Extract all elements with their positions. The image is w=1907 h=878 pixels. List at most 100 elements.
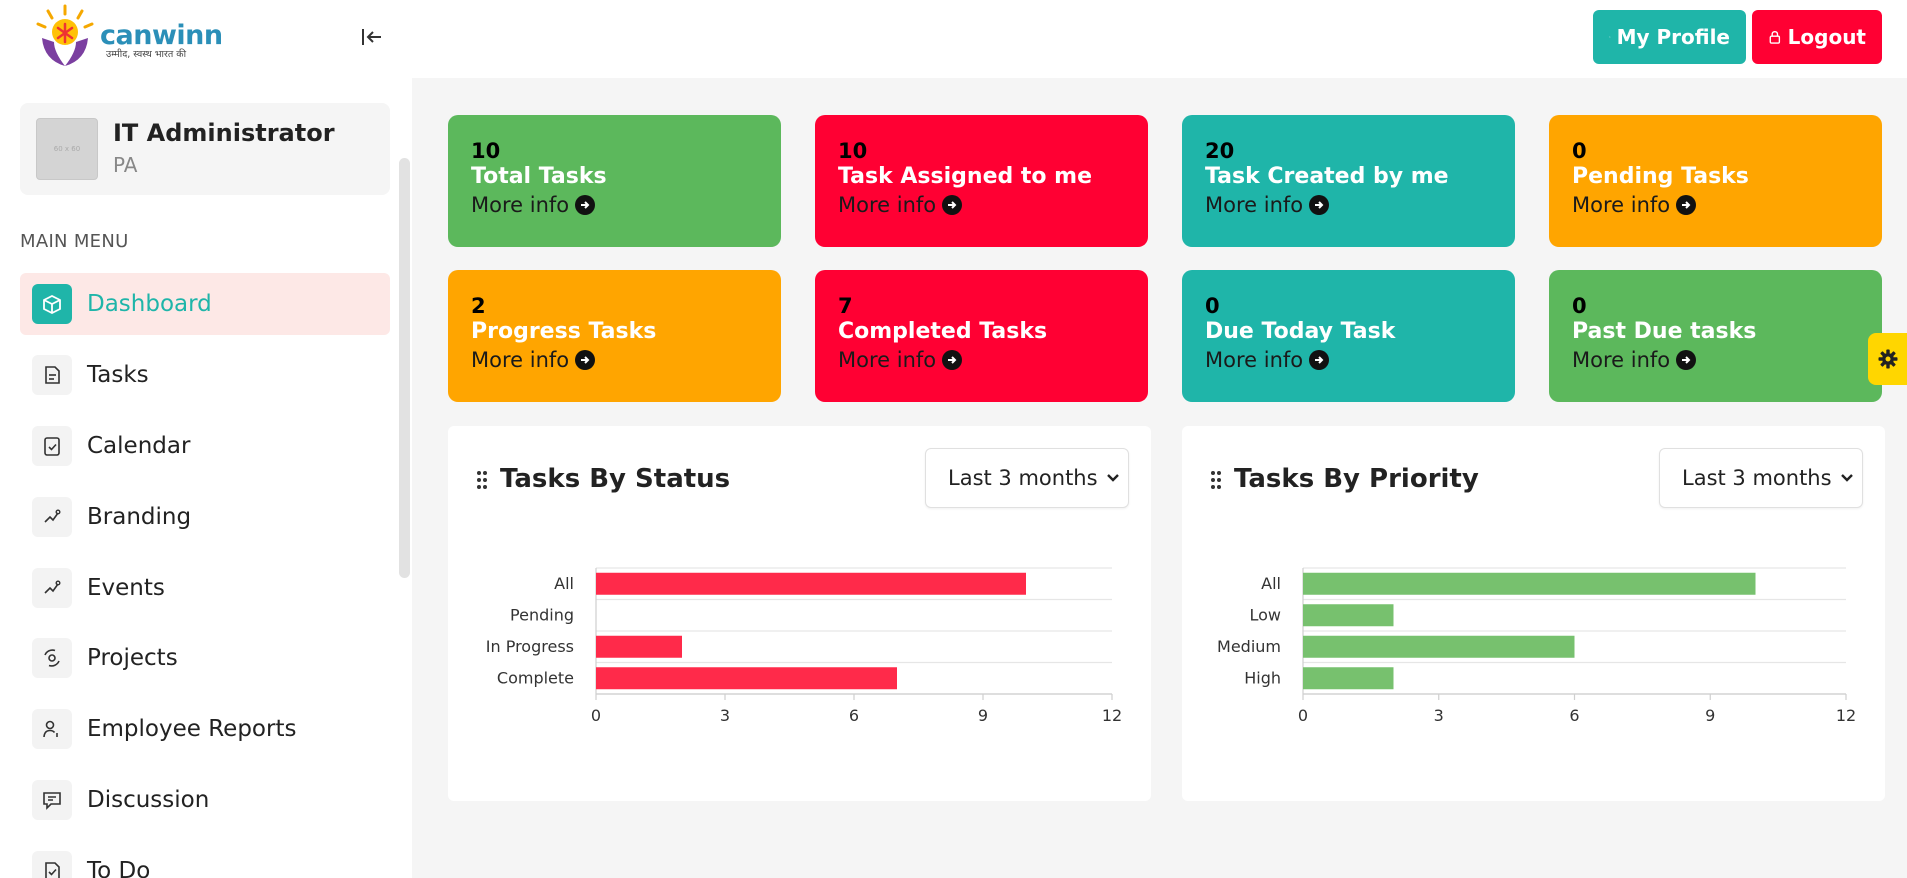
more-info-link[interactable]: More info (1205, 346, 1492, 374)
card-completed-tasks[interactable]: 7 Completed Tasks More info (815, 270, 1148, 402)
x-tick-label: 9 (978, 706, 988, 725)
sidebar-item-dashboard[interactable]: Dashboard (20, 273, 390, 335)
sidebar-item-employee-reports[interactable]: Employee Reports (20, 698, 390, 760)
sidebar-item-label: Employee Reports (87, 716, 297, 742)
panel-title: Tasks By Status (500, 464, 731, 494)
avatar-placeholder: 60 x 60 (53, 145, 81, 153)
card-due-today-task[interactable]: 0 Due Today Task More info (1182, 270, 1515, 402)
chart-bar[interactable] (1303, 667, 1394, 690)
sidebar-item-discussion[interactable]: Discussion (20, 769, 390, 831)
more-info-label: More info (471, 348, 570, 372)
card-value: 10 (471, 139, 501, 163)
card-value: 0 (1205, 294, 1220, 318)
main-content: 10 Total Tasks More info 10 Task Assigne… (412, 78, 1907, 878)
sidebar: 60 x 60 IT Administrator PA MAIN MENU Da… (0, 78, 412, 878)
status-range-select[interactable]: Last 3 months (925, 448, 1129, 508)
more-info-label: More info (838, 193, 937, 217)
more-info-link[interactable]: More info (1572, 346, 1859, 374)
tasks-by-priority-chart: 0 3 6 9 12 All Low Medium High (1217, 567, 1856, 725)
more-info-link[interactable]: More info (471, 191, 758, 219)
card-progress-tasks[interactable]: 2 Progress Tasks More info (448, 270, 781, 402)
card-title: Progress Tasks (471, 319, 657, 344)
sidebar-item-label: Tasks (87, 362, 149, 388)
x-tick-label: 9 (1705, 706, 1715, 725)
priority-range-select[interactable]: Last 3 months (1659, 448, 1863, 508)
my-profile-button[interactable]: My Profile (1593, 10, 1746, 64)
sidebar-item-label: Discussion (87, 787, 210, 813)
chart-bar[interactable] (596, 635, 682, 658)
more-info-link[interactable]: More info (1205, 191, 1492, 219)
chart-bar[interactable] (596, 572, 1026, 595)
tasks-icon (32, 355, 72, 395)
x-tick-label: 0 (1298, 706, 1308, 725)
card-value: 20 (1205, 139, 1235, 163)
more-info-label: More info (1205, 193, 1304, 217)
events-icon (32, 568, 72, 608)
sidebar-item-tasks[interactable]: Tasks (20, 344, 390, 406)
card-past-due-tasks[interactable]: 0 Past Due tasks More info (1549, 270, 1882, 402)
chart-bar[interactable] (1303, 572, 1756, 595)
gear-icon (1878, 349, 1897, 369)
todo-icon (32, 851, 72, 878)
lock-icon (1769, 31, 1781, 44)
chevron-down-icon (1106, 474, 1119, 482)
sidebar-item-branding[interactable]: Branding (20, 486, 390, 548)
sidebar-item-projects[interactable]: Projects (20, 627, 390, 689)
y-category-label: Complete (497, 668, 574, 687)
employee-reports-icon (32, 709, 72, 749)
settings-toggle[interactable] (1868, 333, 1907, 385)
sidebar-item-label: Dashboard (87, 291, 212, 317)
tasks-by-priority-panel: Tasks By Priority Last 3 months 0 3 6 9 12 Al… (1182, 426, 1885, 801)
arrow-circle-right-icon (575, 195, 596, 215)
logo-emblem-icon (36, 4, 94, 66)
more-info-link[interactable]: More info (1572, 191, 1859, 219)
canwinn-logo[interactable]: canwinn उम्मीद, स्वस्थ भारत की (30, 2, 223, 72)
arrow-circle-right-icon (942, 350, 963, 370)
chart-bar[interactable] (1303, 604, 1394, 627)
logout-button[interactable]: Logout (1752, 10, 1882, 64)
drag-handle-icon[interactable] (476, 470, 488, 490)
x-tick-label: 6 (849, 706, 859, 725)
chart-bar[interactable] (596, 667, 897, 690)
y-category-label: Medium (1217, 637, 1281, 656)
tasks-by-status-chart: 0 3 6 9 12 All Pending In Progress Complete (486, 567, 1122, 725)
arrow-circle-right-icon (1309, 350, 1330, 370)
chevron-down-icon (1840, 474, 1853, 482)
card-task-assigned-to-me[interactable]: 10 Task Assigned to me More info (815, 115, 1148, 247)
more-info-link[interactable]: More info (838, 191, 1125, 219)
sidebar-item-calendar[interactable]: Calendar (20, 415, 390, 477)
user-icon (1609, 36, 1611, 38)
more-info-label: More info (1205, 348, 1304, 372)
card-value: 2 (471, 294, 486, 318)
sidebar-item-events[interactable]: Events (20, 557, 390, 619)
x-tick-label: 0 (591, 706, 601, 725)
top-bar: canwinn उम्मीद, स्वस्थ भारत की My Profil… (0, 0, 1907, 78)
select-value: Last 3 months (1682, 466, 1832, 490)
more-info-link[interactable]: More info (471, 346, 758, 374)
arrow-circle-right-icon (575, 350, 596, 370)
card-task-created-by-me[interactable]: 20 Task Created by me More info (1182, 115, 1515, 247)
more-info-label: More info (1572, 348, 1671, 372)
collapse-left-icon (362, 29, 381, 45)
branding-icon (32, 497, 72, 537)
chart-bar[interactable] (1303, 635, 1575, 658)
card-title: Pending Tasks (1572, 164, 1749, 189)
sidebar-scrollbar[interactable] (399, 158, 410, 578)
drag-handle-icon[interactable] (1210, 470, 1222, 490)
more-info-link[interactable]: More info (838, 346, 1125, 374)
main-menu-heading: MAIN MENU (20, 231, 129, 252)
discussion-icon (32, 780, 72, 820)
arrow-circle-right-icon (1676, 350, 1697, 370)
card-pending-tasks[interactable]: 0 Pending Tasks More info (1549, 115, 1882, 247)
user-card[interactable]: 60 x 60 IT Administrator PA (20, 103, 390, 195)
arrow-circle-right-icon (1676, 195, 1697, 215)
dashboard-icon (32, 284, 72, 324)
card-value: 0 (1572, 294, 1587, 318)
logo-tagline: उम्मीद, स्वस्थ भारत की (106, 49, 187, 60)
card-total-tasks[interactable]: 10 Total Tasks More info (448, 115, 781, 247)
my-profile-label: My Profile (1616, 25, 1730, 49)
sidebar-item-label: Events (87, 575, 165, 601)
more-info-label: More info (1572, 193, 1671, 217)
collapse-sidebar-button[interactable] (358, 22, 386, 52)
sidebar-item-to-do[interactable]: To Do (20, 840, 390, 878)
